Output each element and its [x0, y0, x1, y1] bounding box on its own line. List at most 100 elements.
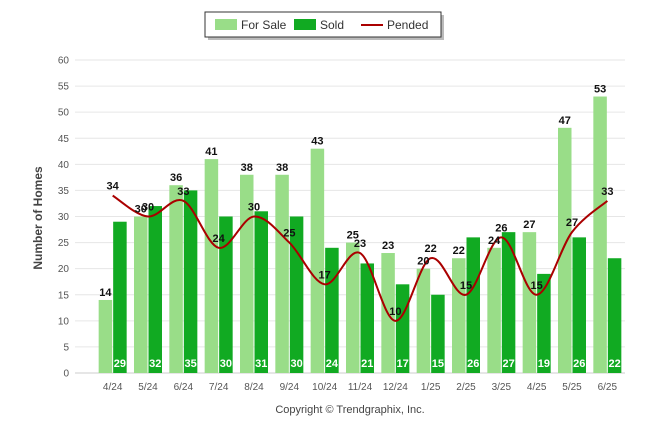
sold-value-label: 24 — [326, 358, 339, 370]
for-sale-bar — [346, 242, 360, 373]
for-sale-value-label: 43 — [311, 136, 323, 148]
for-sale-bar — [558, 127, 572, 373]
sold-value-label: 22 — [608, 358, 620, 370]
pended-line — [112, 194, 608, 322]
x-axis: 4/24 5/24 6/24 7/24 8/24 9/24 10/24 11/24 12/24 1… — [103, 382, 618, 393]
sold-value-label: 21 — [361, 358, 373, 370]
for-sale-value-label: 38 — [276, 162, 288, 174]
y-tick-label: 60 — [58, 56, 70, 67]
x-tick-label: 6/25 — [598, 382, 618, 393]
for-sale-bar — [275, 174, 289, 373]
for-sale-value-label: 27 — [523, 219, 535, 231]
pended-value-label: 30 — [248, 202, 260, 214]
x-tick-label: 4/24 — [103, 382, 123, 393]
y-axis: 0 5 10 15 20 25 30 35 40 45 50 55 60 — [58, 56, 70, 380]
y-axis-label: Number of Homes — [31, 166, 45, 270]
pended-value-label: 25 — [283, 228, 295, 240]
legend-entry-label: Sold — [320, 18, 344, 32]
pended-value-label: 15 — [531, 280, 543, 292]
for-sale-value-label: 53 — [594, 84, 606, 96]
y-tick-label: 55 — [58, 82, 70, 93]
pended-value-label: 30 — [142, 202, 154, 214]
sold-value-label: 26 — [573, 358, 585, 370]
legend-swatch — [215, 19, 237, 30]
x-tick-label: 4/25 — [527, 382, 547, 393]
pended-value-label: 27 — [566, 217, 578, 229]
x-tick-label: 9/24 — [280, 382, 300, 393]
sold-value-label: 26 — [467, 358, 479, 370]
for-sale-value-label: 47 — [559, 115, 571, 127]
pended-value-label: 17 — [319, 269, 331, 281]
y-tick-label: 40 — [58, 160, 70, 171]
y-tick-label: 25 — [58, 238, 70, 249]
pended-value-label: 33 — [177, 186, 189, 198]
sold-value-label: 15 — [432, 358, 444, 370]
for-sale-value-label: 36 — [170, 172, 182, 184]
sold-value-label: 27 — [502, 358, 514, 370]
for-sale-value-label: 41 — [205, 146, 217, 158]
sold-bar — [537, 273, 551, 373]
for-sale-value-label: 22 — [453, 245, 465, 257]
x-tick-label: 6/24 — [174, 382, 194, 393]
x-tick-label: 5/24 — [138, 382, 158, 393]
for-sale-value-label: 14 — [99, 287, 112, 299]
sold-value-label: 19 — [538, 358, 550, 370]
sold-bar — [148, 206, 162, 373]
y-tick-label: 0 — [63, 369, 69, 380]
y-tick-label: 5 — [63, 342, 69, 353]
y-tick-label: 50 — [58, 108, 70, 119]
legend-entry-label: For Sale — [241, 18, 287, 32]
sold-value-label: 35 — [184, 358, 196, 370]
for-sale-bar — [487, 247, 501, 373]
data-labels: 14 29 30 32 36 35 41 30 38 31 38 30 43 24 25 21 23 17 20 15… — [99, 84, 620, 370]
x-tick-label: 2/25 — [456, 382, 476, 393]
for-sale-bar — [204, 159, 219, 373]
sold-bar — [501, 232, 516, 373]
for-sale-bar — [310, 148, 325, 373]
pended-series-line — [112, 194, 608, 322]
for-sale-bar — [169, 185, 183, 373]
pended-value-label: 10 — [389, 306, 401, 318]
x-tick-label: 8/24 — [244, 382, 264, 393]
sold-value-label: 17 — [396, 358, 408, 370]
sold-bar — [360, 263, 374, 373]
y-tick-label: 15 — [58, 290, 70, 301]
y-tick-label: 30 — [58, 212, 70, 223]
for-sale-value-label: 24 — [488, 235, 501, 247]
sold-value-label: 30 — [290, 358, 302, 370]
for-sale-bar — [593, 96, 607, 374]
pended-value-label: 23 — [354, 238, 366, 250]
sold-bar — [113, 221, 127, 373]
x-tick-label: 5/25 — [562, 382, 582, 393]
y-tick-label: 10 — [58, 316, 70, 327]
pended-value-label: 24 — [213, 233, 226, 245]
pended-value-label: 22 — [425, 243, 437, 255]
legend-box — [204, 11, 442, 38]
x-tick-label: 12/24 — [383, 382, 408, 393]
for-sale-value-label: 23 — [382, 240, 394, 252]
sold-bar — [431, 294, 445, 373]
sold-bar — [219, 216, 233, 373]
x-tick-label: 1/25 — [421, 382, 441, 393]
pended-value-label: 34 — [107, 181, 120, 193]
sold-bar — [325, 247, 339, 373]
y-tick-label: 45 — [58, 134, 70, 145]
legend-swatch — [294, 19, 316, 30]
for-sale-bar — [134, 216, 148, 373]
sold-bar — [607, 258, 622, 373]
for-sale-bar — [452, 258, 466, 373]
sold-bar — [572, 237, 586, 373]
sold-bar — [183, 190, 198, 373]
x-tick-label: 10/24 — [312, 382, 337, 393]
for-sale-value-label: 20 — [417, 256, 429, 268]
for-sale-value-label: 30 — [135, 204, 147, 216]
x-tick-label: 7/24 — [209, 382, 229, 393]
y-tick-label: 35 — [58, 186, 70, 197]
for-sale-bar — [416, 268, 431, 373]
for-sale-value-label: 38 — [241, 162, 253, 174]
for-sale-bar — [98, 299, 113, 373]
for-sale-bar — [522, 232, 537, 373]
legend-entry-label: Pended — [387, 18, 428, 32]
sold-value-label: 31 — [255, 358, 267, 370]
